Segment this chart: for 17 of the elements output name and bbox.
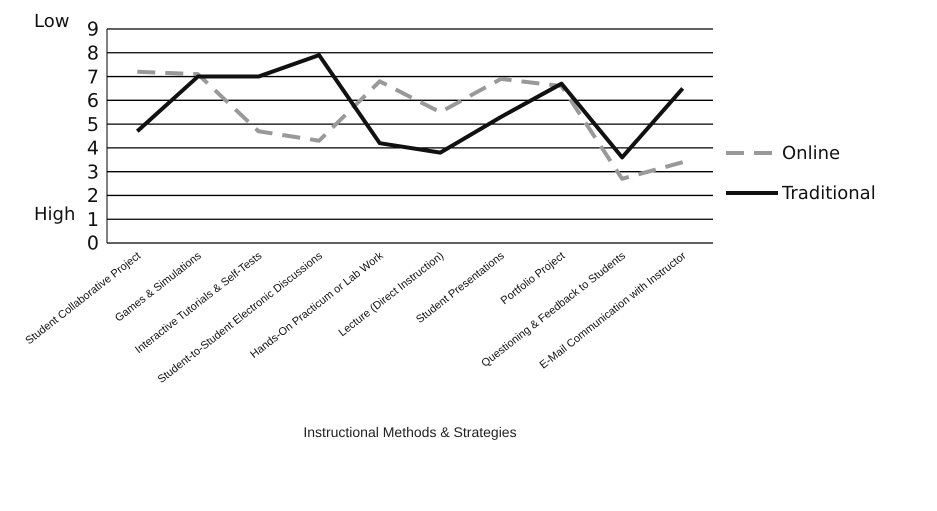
x-axis-title: Instructional Methods & Strategies <box>303 424 517 440</box>
y-tick-label: 4 <box>86 138 99 160</box>
y-tick-label: 7 <box>86 66 99 88</box>
legend-label: Online <box>782 142 840 164</box>
y-tick-label: 1 <box>86 208 99 231</box>
text: Low <box>34 11 70 32</box>
line-series <box>135 70 685 181</box>
y-tick-label: 0 <box>86 232 99 255</box>
y-tick-label: 8 <box>86 42 99 65</box>
y-tick-label: 6 <box>86 90 99 112</box>
legend-label: Traditional <box>782 182 876 204</box>
line-series <box>135 53 685 160</box>
y-tick-label: 2 <box>86 185 99 208</box>
y-tick-label: 9 <box>86 18 99 41</box>
y-tick-label: 5 <box>86 114 99 136</box>
y-tick-label: 3 <box>86 161 99 184</box>
text: High <box>34 204 76 225</box>
